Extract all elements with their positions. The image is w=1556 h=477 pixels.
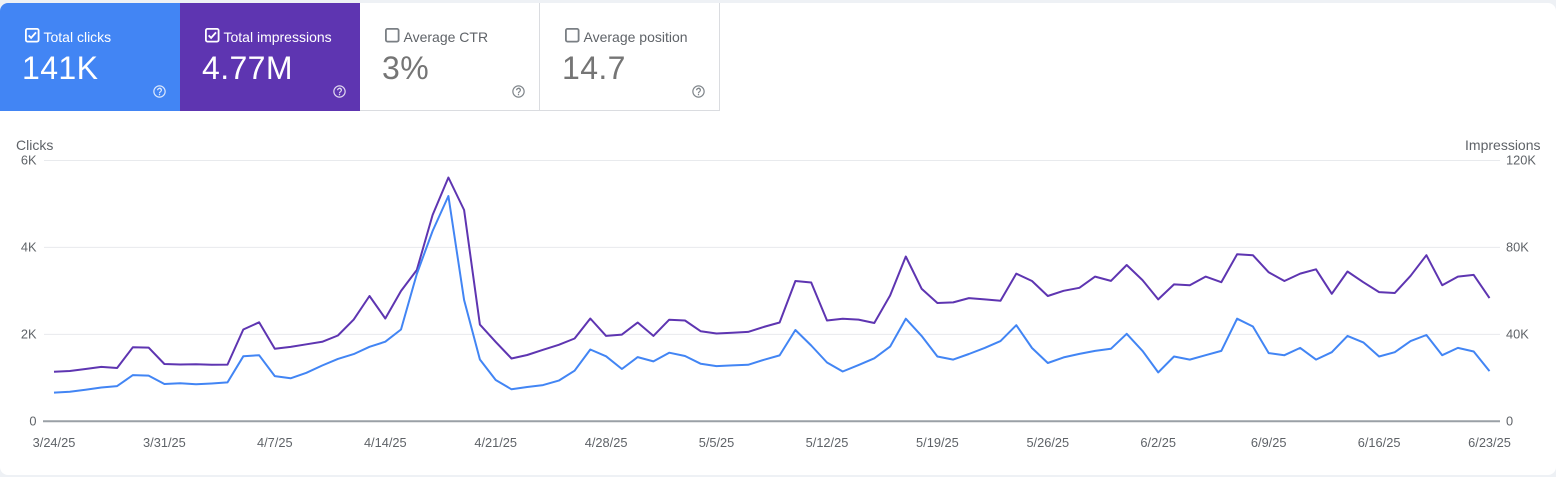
- svg-text:6/16/25: 6/16/25: [1358, 435, 1401, 450]
- svg-text:3/24/25: 3/24/25: [33, 435, 76, 450]
- svg-text:6/2/25: 6/2/25: [1140, 435, 1176, 450]
- svg-text:3/31/25: 3/31/25: [143, 435, 186, 450]
- svg-text:80K: 80K: [1506, 239, 1529, 254]
- svg-text:0: 0: [29, 413, 36, 428]
- svg-text:0: 0: [1506, 413, 1513, 428]
- svg-text:4/14/25: 4/14/25: [364, 435, 407, 450]
- svg-text:40K: 40K: [1506, 326, 1529, 341]
- svg-text:5/12/25: 5/12/25: [806, 435, 849, 450]
- svg-text:6K: 6K: [21, 153, 37, 168]
- svg-text:4/28/25: 4/28/25: [585, 435, 628, 450]
- svg-text:4K: 4K: [21, 239, 37, 254]
- svg-text:120K: 120K: [1506, 153, 1536, 168]
- svg-text:5/19/25: 5/19/25: [916, 435, 959, 450]
- svg-text:4/21/25: 4/21/25: [474, 435, 517, 450]
- svg-text:5/5/25: 5/5/25: [699, 435, 735, 450]
- svg-text:6/9/25: 6/9/25: [1251, 435, 1287, 450]
- svg-text:Clicks: Clicks: [16, 137, 53, 153]
- svg-text:6/23/25: 6/23/25: [1468, 435, 1511, 450]
- svg-text:5/26/25: 5/26/25: [1026, 435, 1069, 450]
- svg-text:Impressions: Impressions: [1465, 137, 1540, 153]
- svg-text:2K: 2K: [21, 326, 37, 341]
- svg-text:4/7/25: 4/7/25: [257, 435, 293, 450]
